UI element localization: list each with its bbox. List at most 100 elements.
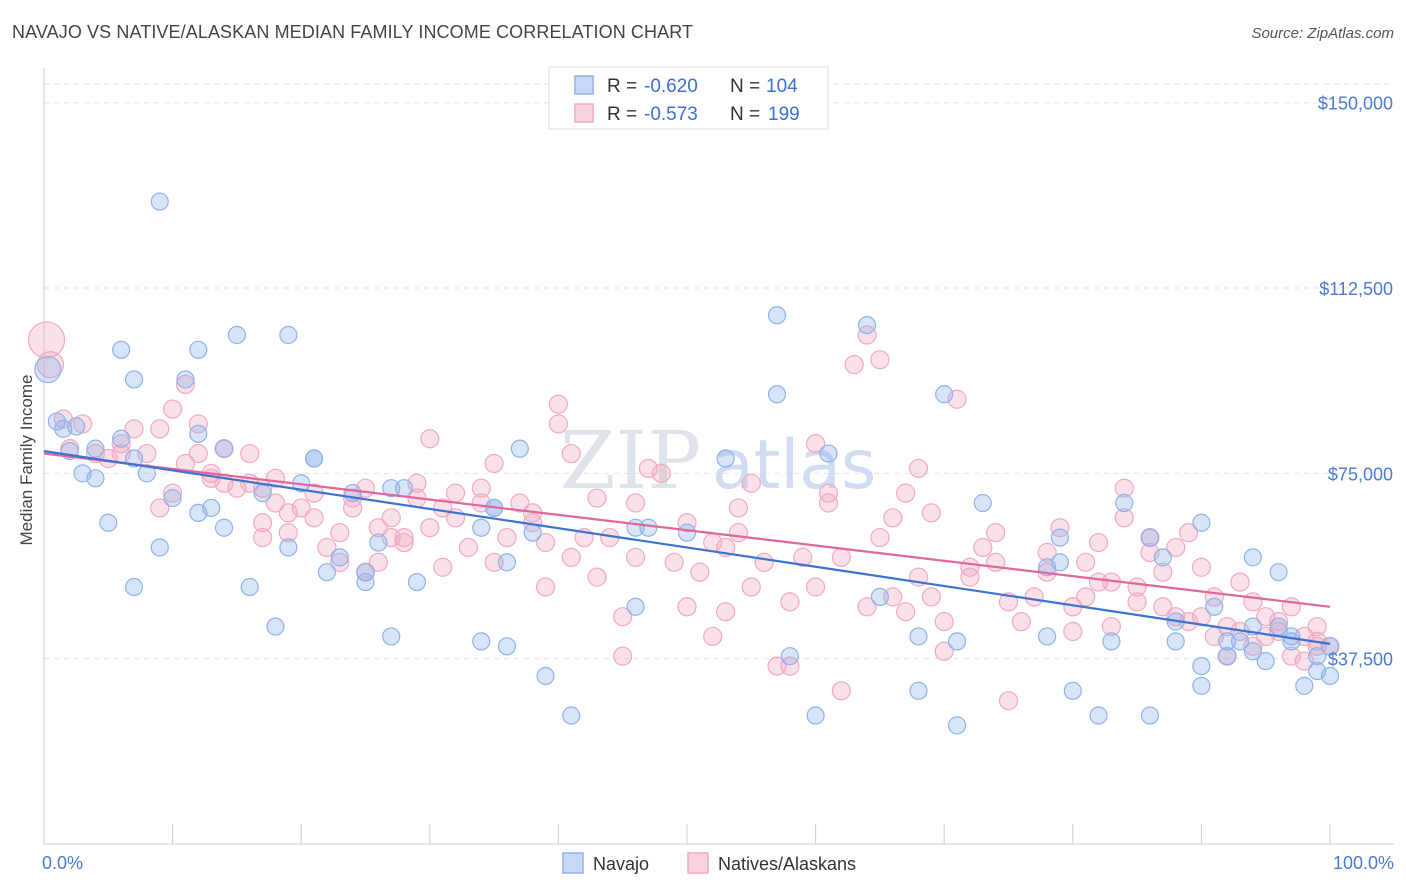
- navajo-point: [1205, 597, 1224, 616]
- natives-point: [857, 325, 877, 345]
- natives-point: [368, 552, 388, 572]
- navajo-point: [472, 632, 491, 651]
- natives-point: [664, 552, 684, 572]
- legend-r-label-natives: R =: [607, 104, 642, 125]
- navajo-point: [150, 538, 169, 557]
- navajo-point: [189, 424, 208, 443]
- natives-point: [677, 513, 697, 533]
- navajo-point: [1256, 652, 1275, 671]
- navajo-point: [497, 637, 517, 656]
- navajo-point: [523, 523, 542, 542]
- navajo-point: [176, 370, 195, 389]
- natives-point: [1114, 508, 1134, 528]
- navajo-point: [1308, 647, 1327, 666]
- natives-point: [420, 429, 440, 449]
- natives-point: [72, 414, 93, 434]
- navajo-point: [317, 563, 337, 582]
- navajo-point: [909, 627, 928, 646]
- natives-point: [1076, 587, 1096, 607]
- natives-point: [163, 399, 183, 419]
- natives-point: [175, 374, 196, 394]
- natives-point: [921, 587, 941, 607]
- bottom-legend-swatch-navajo: [562, 852, 584, 874]
- natives-point: [561, 547, 581, 567]
- natives-point: [651, 463, 671, 483]
- natives-point: [703, 626, 723, 647]
- navajo-point: [227, 325, 246, 345]
- x-tick-label-max: 100.0%: [1333, 853, 1394, 873]
- natives-point: [484, 453, 504, 474]
- navajo-point: [497, 553, 517, 572]
- natives-point: [343, 498, 363, 518]
- navajo-point: [1050, 528, 1070, 547]
- navajo-point: [86, 439, 105, 458]
- navajo-point: [909, 681, 928, 700]
- natives-point: [548, 394, 569, 414]
- navajo-point: [279, 538, 298, 557]
- navajo-point: [947, 716, 967, 735]
- natives-point: [934, 641, 954, 661]
- legend-r-label-navajo: R =: [607, 76, 642, 97]
- natives-point: [561, 443, 581, 464]
- natives-point: [1127, 592, 1147, 612]
- natives-point: [1050, 518, 1070, 538]
- natives-point: [921, 503, 941, 523]
- natives-point: [111, 434, 131, 454]
- natives-point: [1281, 646, 1302, 666]
- navajo-point: [356, 572, 375, 592]
- navajo-point: [562, 706, 581, 725]
- natives-point: [934, 612, 954, 632]
- natives-point: [998, 691, 1019, 711]
- navajo-point: [394, 479, 414, 498]
- grid-lines: [44, 83, 1394, 660]
- navajo-point: [1153, 548, 1172, 567]
- navajo-point: [382, 627, 401, 646]
- natives-point: [497, 527, 517, 548]
- natives-point: [471, 478, 491, 498]
- natives-point: [253, 527, 273, 548]
- navajo-point: [99, 513, 118, 532]
- navajo-point: [1269, 563, 1288, 582]
- navajo-trend-line: [43, 450, 1331, 645]
- navajo-point: [510, 439, 529, 458]
- natives-point: [253, 513, 273, 533]
- navajo-point: [1115, 493, 1134, 513]
- natives-point: [587, 488, 607, 508]
- natives-point: [805, 577, 826, 597]
- navajo-point: [86, 469, 105, 488]
- natives-point: [535, 577, 556, 597]
- navajo-point: [677, 523, 697, 542]
- natives-point: [818, 483, 839, 503]
- navajo-point: [1218, 632, 1237, 651]
- navajo-point: [124, 370, 144, 389]
- navajo-point: [767, 385, 787, 404]
- legend-r-value-navajo: -0.620: [644, 76, 698, 97]
- x-tick-label-min: 0.0%: [42, 853, 83, 873]
- navajo-point: [67, 417, 86, 436]
- natives-point: [1243, 592, 1263, 612]
- y-tick-label-2: $112,500: [1319, 279, 1393, 299]
- y-tick-label-0: $37,500: [1328, 650, 1393, 670]
- navajo-point: [112, 340, 131, 359]
- bottom-legend-natives: Natives/Alaskans: [718, 854, 856, 874]
- navajo-point: [1050, 553, 1070, 572]
- natives-point: [510, 493, 530, 513]
- natives-point: [908, 458, 929, 479]
- natives-point: [368, 518, 388, 538]
- navajo-point: [1192, 676, 1211, 695]
- natives-point: [857, 597, 877, 617]
- bottom-legend-navajo: Navajo: [593, 854, 649, 874]
- legend-swatch-natives: [574, 103, 594, 123]
- natives-point: [36, 351, 65, 379]
- natives-point: [844, 355, 864, 375]
- navajo-point: [1102, 632, 1121, 651]
- navajo-point: [1243, 548, 1262, 567]
- bottom-legend-swatch-natives: [687, 852, 709, 874]
- natives-point: [188, 443, 208, 464]
- navajo-point: [34, 355, 62, 384]
- navajo-point: [472, 518, 491, 537]
- navajo-point: [626, 597, 645, 616]
- navajo-point: [253, 484, 272, 503]
- natives-point: [741, 473, 761, 493]
